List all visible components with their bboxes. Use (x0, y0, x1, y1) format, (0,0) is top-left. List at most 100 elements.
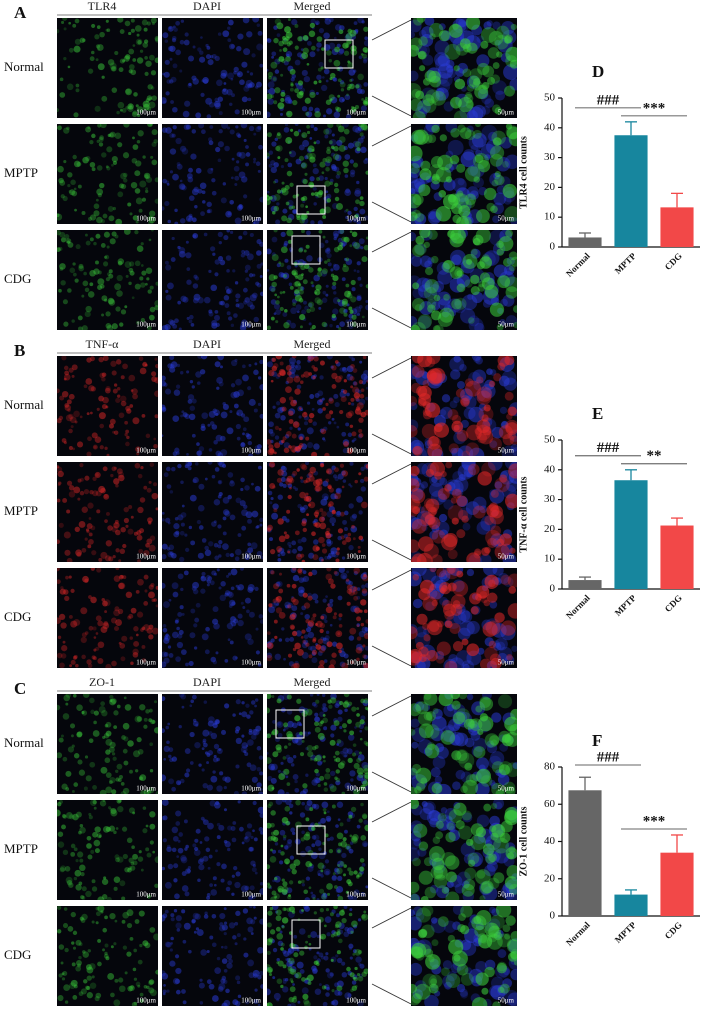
stain-spot (249, 304, 255, 310)
stain-spot (144, 282, 148, 286)
stain-spot (360, 466, 365, 472)
stain-spot (491, 782, 505, 794)
stain-spot (129, 936, 134, 941)
stain-spot (74, 869, 82, 877)
stain-spot (267, 884, 272, 889)
stain-spot (247, 97, 252, 102)
stain-spot (65, 787, 70, 791)
stain-spot (301, 801, 305, 806)
stain-spot (268, 763, 276, 771)
stain-spot (338, 568, 345, 573)
stain-spot (358, 55, 363, 60)
stain-spot (172, 451, 178, 456)
stain-spot (314, 509, 320, 515)
stain-spot (100, 487, 106, 494)
stain-spot (142, 828, 148, 834)
stain-spot (461, 883, 475, 897)
stain-spot (285, 775, 289, 779)
stain-spot (418, 184, 431, 197)
stain-spot (86, 843, 92, 849)
stain-spot (349, 29, 357, 37)
stain-spot (181, 185, 187, 191)
stain-spot (213, 440, 218, 445)
stain-spot (487, 462, 503, 471)
stain-spot (322, 290, 327, 295)
stain-spot (319, 399, 323, 403)
stain-spot (57, 28, 60, 34)
stain-spot (224, 841, 231, 848)
stain-spot (143, 724, 148, 729)
stain-spot (297, 129, 302, 133)
stain-spot (325, 402, 329, 406)
stain-spot (292, 421, 300, 428)
stain-spot (295, 800, 301, 806)
micrograph (267, 18, 368, 118)
stain-spot (142, 361, 148, 367)
stain-spot (318, 536, 325, 544)
stain-spot (279, 306, 284, 312)
stain-spot (173, 389, 181, 396)
stain-spot (128, 31, 132, 36)
stain-spot (70, 851, 76, 857)
stain-spot (301, 537, 307, 543)
stain-spot (229, 621, 233, 624)
stain-spot (276, 263, 281, 268)
stain-spot (344, 154, 351, 160)
stain-spot (134, 462, 141, 469)
stain-spot (109, 912, 116, 920)
stain-spot (490, 205, 498, 214)
stain-spot (273, 180, 276, 184)
stain-spot (319, 375, 324, 380)
stain-spot (319, 398, 324, 403)
stain-spot (201, 747, 205, 751)
stain-spot (108, 299, 116, 306)
stain-spot (203, 296, 211, 304)
stain-spot (57, 165, 64, 173)
stain-spot (249, 846, 255, 852)
stain-spot (351, 524, 355, 529)
stain-spot (128, 866, 132, 870)
stain-spot (256, 282, 262, 288)
stain-spot (143, 717, 148, 722)
stain-spot (498, 375, 510, 387)
stain-spot (154, 35, 158, 42)
stain-spot (173, 523, 180, 530)
micrograph (267, 462, 368, 562)
stain-spot (120, 574, 124, 579)
stain-spot (353, 595, 359, 601)
stain-spot (136, 106, 144, 113)
stain-spot (147, 289, 152, 294)
stain-spot (319, 508, 324, 513)
stain-spot (321, 894, 327, 900)
stain-spot (426, 810, 442, 825)
stain-spot (222, 543, 229, 551)
stain-spot (233, 866, 238, 871)
stain-spot (279, 112, 284, 116)
stain-spot (231, 359, 238, 367)
stain-spot (486, 504, 500, 518)
stain-spot (235, 497, 242, 504)
stain-spot (421, 800, 428, 808)
stain-spot (504, 655, 515, 665)
stain-spot (461, 462, 476, 470)
stain-spot (175, 384, 181, 389)
stain-spot (162, 800, 169, 806)
stain-spot (273, 230, 278, 233)
stain-spot (475, 705, 483, 713)
stain-spot (336, 739, 342, 744)
stain-spot (185, 662, 189, 667)
stain-spot (281, 817, 289, 824)
micrograph-bg (162, 800, 263, 900)
stain-spot (428, 846, 445, 862)
stain-spot (145, 267, 153, 274)
stain-spot (117, 800, 122, 803)
stain-spot (245, 79, 253, 87)
stain-spot (136, 716, 143, 722)
stain-spot (270, 94, 274, 99)
stain-spot (173, 863, 179, 869)
stain-spot (302, 570, 307, 575)
stain-spot (507, 724, 516, 734)
stain-spot (251, 482, 254, 486)
stain-spot (198, 864, 205, 871)
stain-spot (178, 725, 182, 729)
